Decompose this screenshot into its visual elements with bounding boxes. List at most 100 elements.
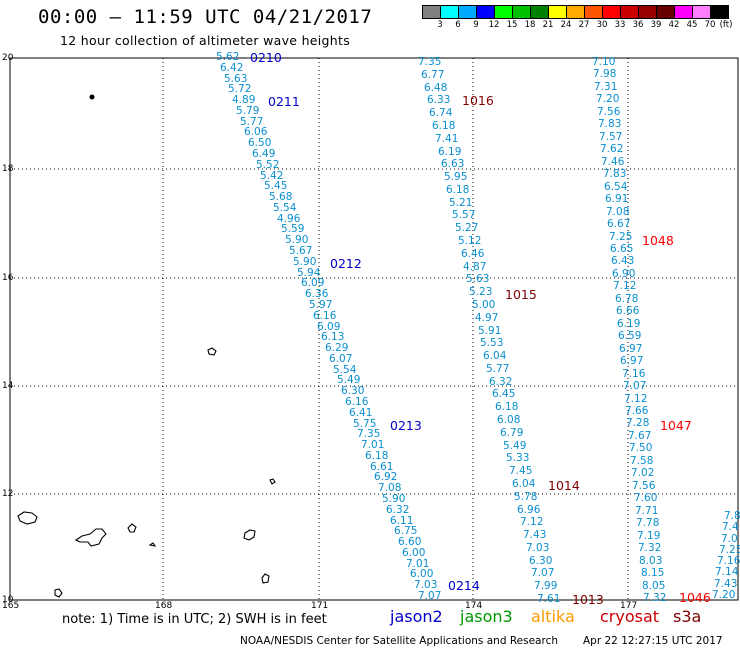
wave-height-value: 6.90	[612, 268, 636, 280]
wave-height-value: 5.63	[466, 273, 490, 285]
island-shape	[243, 529, 256, 541]
wave-height-value: 6.50	[248, 137, 272, 149]
wave-height-value: 6.08	[497, 414, 521, 426]
wave-height-value: 7.12	[624, 393, 648, 405]
wave-height-value: 6.79	[500, 427, 524, 439]
latitude-label: 14	[2, 381, 14, 391]
wave-height-value: 5.77	[240, 116, 264, 128]
wave-height-value: 7.83	[598, 118, 622, 130]
wave-height-value: 7.62	[600, 143, 624, 155]
satellite-legend-item: jason2	[390, 607, 443, 626]
wave-height-value: 6.32	[489, 376, 513, 388]
colorbar-label: 70	[704, 20, 716, 30]
wave-height-value: 7.50	[629, 442, 653, 454]
wave-height-value: 6.30	[341, 385, 365, 397]
wave-height-value: 6.74	[429, 107, 453, 119]
latitude-label: 18	[2, 164, 14, 174]
wave-height-value: 5.63	[224, 73, 248, 85]
wave-height-value: 5.90	[285, 234, 309, 246]
wave-height-value: 8.15	[641, 567, 665, 579]
wave-height-value: 8.05	[642, 580, 666, 592]
wave-height-value: 7.98	[593, 68, 617, 80]
colorbar-label: 39	[650, 20, 662, 30]
wave-height-value: 5.33	[506, 452, 530, 464]
wave-height-value: 7.16	[622, 368, 646, 380]
colorbar-label: 3	[437, 20, 443, 30]
generated-timestamp: Apr 22 12:27:15 UTC 2017	[583, 635, 723, 647]
wave-height-value: 6.96	[517, 504, 541, 516]
wave-height-value: 5.97	[309, 299, 333, 311]
wave-height-value: 6.77	[421, 69, 445, 81]
wave-height-value: 7.14	[715, 566, 739, 578]
wave-height-value: 6.19	[438, 146, 462, 158]
map-subtitle: 12 hour collection of altimeter wave hei…	[60, 33, 351, 48]
wave-height-value: 7.66	[625, 405, 649, 417]
wave-height-value: 7.07	[418, 590, 442, 602]
wave-height-value: 7.56	[597, 106, 621, 118]
wave-height-value: 7.35	[418, 56, 442, 68]
wave-height-value: 6.42	[220, 62, 244, 74]
wave-height-value: 5.90	[293, 256, 317, 268]
wave-height-value: 6.54	[604, 181, 628, 193]
wave-height-value: 5.59	[281, 223, 305, 235]
wave-height-value: 5.95	[444, 171, 468, 183]
wave-height-value: 5.62	[216, 51, 240, 63]
wave-height-value: 7.19	[637, 530, 661, 542]
pass-id-label: 0212	[330, 256, 362, 271]
wave-height-value: 6.09	[301, 277, 325, 289]
wave-height-value: 6.16	[345, 396, 369, 408]
wave-height-value: 6.18	[495, 401, 519, 413]
wave-height-value: 4.97	[475, 312, 499, 324]
wave-height-value: 7.46	[601, 156, 625, 168]
pass-id-label: 1048	[642, 233, 674, 248]
wave-height-value: 7.60	[634, 492, 658, 504]
island-shape	[148, 542, 157, 547]
wave-height-value: 7.31	[594, 81, 618, 93]
island-shape	[127, 523, 137, 533]
wave-height-value: 4.89	[232, 94, 256, 106]
wave-height-value: 6.30	[529, 555, 553, 567]
wave-height-value: 4.87	[463, 261, 487, 273]
wave-height-value: 5.57	[452, 209, 476, 221]
wave-height-value: 7.01	[361, 439, 385, 451]
wave-height-value: 7.32	[643, 592, 667, 604]
wave-height-value: 6.61	[370, 461, 394, 473]
wave-height-value: 6.92	[374, 471, 398, 483]
island-shape	[17, 511, 38, 525]
wave-height-value: 6.06	[244, 126, 268, 138]
satellite-legend-item: cryosat	[600, 607, 660, 626]
wave-height-value: 6.78	[615, 293, 639, 305]
wave-height-value: 5.53	[480, 337, 504, 349]
colorbar-label: 15	[506, 20, 518, 30]
colorbar-unit: (ft)	[719, 20, 733, 30]
longitude-label: 171	[311, 601, 329, 611]
longitude-label: 165	[2, 601, 20, 611]
wave-height-value: 7.03	[526, 542, 550, 554]
wave-height-value: 7.83	[603, 168, 627, 180]
pass-id-label: 1047	[660, 418, 692, 433]
pass-id-label: 1046	[679, 590, 711, 605]
colorbar-label: 42	[668, 20, 680, 30]
wave-height-value: 6.41	[349, 407, 373, 419]
wave-height-value: 7.41	[435, 133, 459, 145]
wave-height-value: 6.75	[394, 525, 418, 537]
wave-height-value: 6.00	[410, 568, 434, 580]
island-shape	[54, 588, 63, 598]
wave-height-value: 5.78	[514, 491, 538, 503]
latitude-label: 20	[2, 53, 14, 63]
latitude-label: 10	[2, 595, 14, 605]
latitude-label: 12	[2, 489, 14, 499]
wave-height-value: 7.67	[628, 430, 652, 442]
map-grid	[10, 58, 738, 600]
longitude-label: 177	[620, 601, 638, 611]
wave-height-value: 7.20	[712, 589, 736, 601]
wave-height-value: 7.25	[609, 231, 633, 243]
longitude-label: 168	[155, 601, 173, 611]
colorbar-label: 21	[542, 20, 554, 30]
wave-height-value: 6.04	[483, 350, 507, 362]
wave-height-value: 5.23	[469, 286, 493, 298]
wave-height-value: 6.18	[446, 184, 470, 196]
pass-id-label: 0211	[268, 94, 300, 109]
latitude-label: 16	[2, 273, 14, 283]
